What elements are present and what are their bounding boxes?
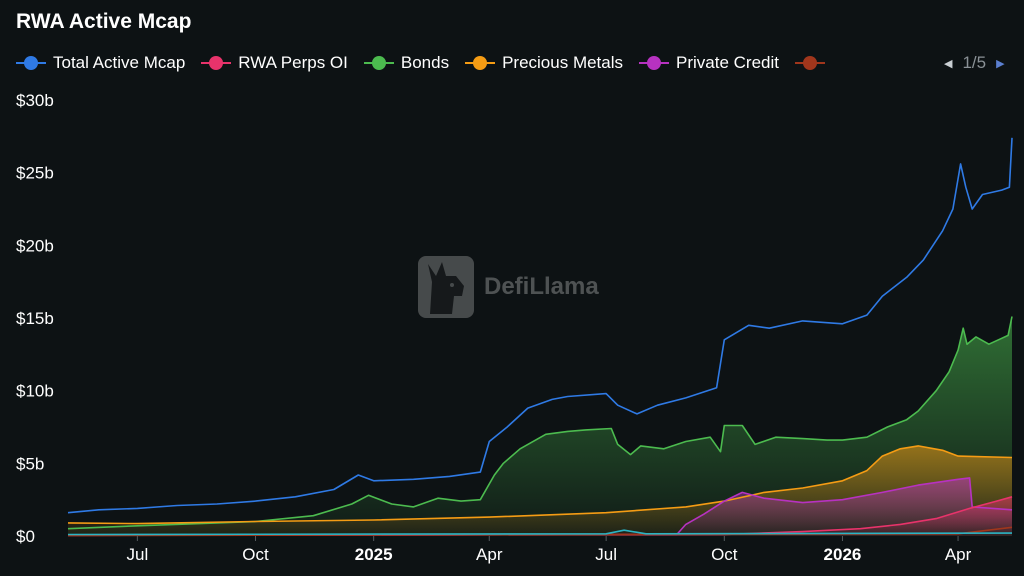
chart-title: RWA Active Mcap — [16, 10, 192, 33]
x-tick-label: 2025 — [355, 545, 393, 564]
x-tick-label: Oct — [711, 545, 738, 564]
y-tick-label: $15b — [16, 309, 54, 328]
legend-item[interactable] — [795, 56, 832, 70]
caret-right-icon[interactable]: ▶ — [996, 57, 1005, 70]
y-axis: $0 $5b $10b $15b $20b $25b $30b — [16, 91, 54, 546]
legend-swatch-icon — [16, 56, 46, 70]
series-area-0 — [68, 316, 1012, 536]
legend-label: Total Active Mcap — [53, 53, 186, 72]
legend-swatch-icon — [363, 56, 394, 70]
legend-item[interactable]: RWA Perps OI — [201, 53, 348, 73]
y-tick-label: $20b — [16, 236, 54, 255]
x-tick-label: 2026 — [824, 545, 862, 564]
legend-label: RWA Perps OI — [238, 53, 348, 72]
legend-page-indicator: 1/5 — [962, 53, 987, 72]
series-line-5[interactable] — [67, 137, 1013, 514]
x-tick-label: Apr — [476, 545, 503, 564]
series-line-1[interactable] — [67, 445, 1013, 525]
legend-label: Private Credit — [676, 53, 779, 72]
caret-left-icon[interactable]: ◀ — [944, 57, 953, 70]
series-line-2[interactable] — [67, 477, 1013, 537]
y-tick-label: $0 — [16, 527, 35, 546]
legend-pager: ◀ 1/5 ▶ — [940, 50, 1009, 76]
series-lines — [67, 137, 1013, 537]
legend-swatch-icon — [639, 56, 670, 70]
chart-legend: Total Active Mcap RWA Perps OI Bonds Precio… — [16, 50, 848, 76]
legend-swatch-icon — [795, 56, 825, 70]
legend-item[interactable]: Bonds — [363, 53, 450, 73]
legend-label: Bonds — [400, 53, 450, 72]
series-line-6[interactable] — [67, 529, 1013, 536]
series-area-3 — [68, 496, 1012, 536]
y-tick-label: $30b — [16, 91, 54, 110]
series-area-2 — [68, 477, 1012, 536]
legend-label: Precious Metals — [502, 53, 624, 72]
llama-logo-icon — [418, 256, 474, 318]
series-areas — [68, 316, 1012, 536]
watermark: DefiLlama — [418, 256, 599, 318]
legend-swatch-icon — [201, 56, 232, 70]
x-tick-label: Jul — [126, 545, 148, 564]
y-tick-label: $10b — [16, 382, 54, 401]
x-axis: Jul Oct 2025 Apr Jul Oct 2026 Apr — [126, 536, 972, 564]
watermark-text: DefiLlama — [484, 273, 599, 300]
y-tick-label: $25b — [16, 164, 54, 183]
legend-item[interactable]: Total Active Mcap — [16, 53, 185, 73]
legend-item[interactable]: Precious Metals — [465, 53, 623, 73]
series-line-0[interactable] — [67, 316, 1013, 530]
x-tick-label: Oct — [242, 545, 269, 564]
y-tick-label: $5b — [16, 454, 44, 473]
legend-swatch-icon — [465, 56, 496, 70]
legend-item[interactable]: Private Credit — [639, 53, 779, 73]
x-tick-label: Jul — [595, 545, 617, 564]
x-tick-label: Apr — [945, 545, 972, 564]
